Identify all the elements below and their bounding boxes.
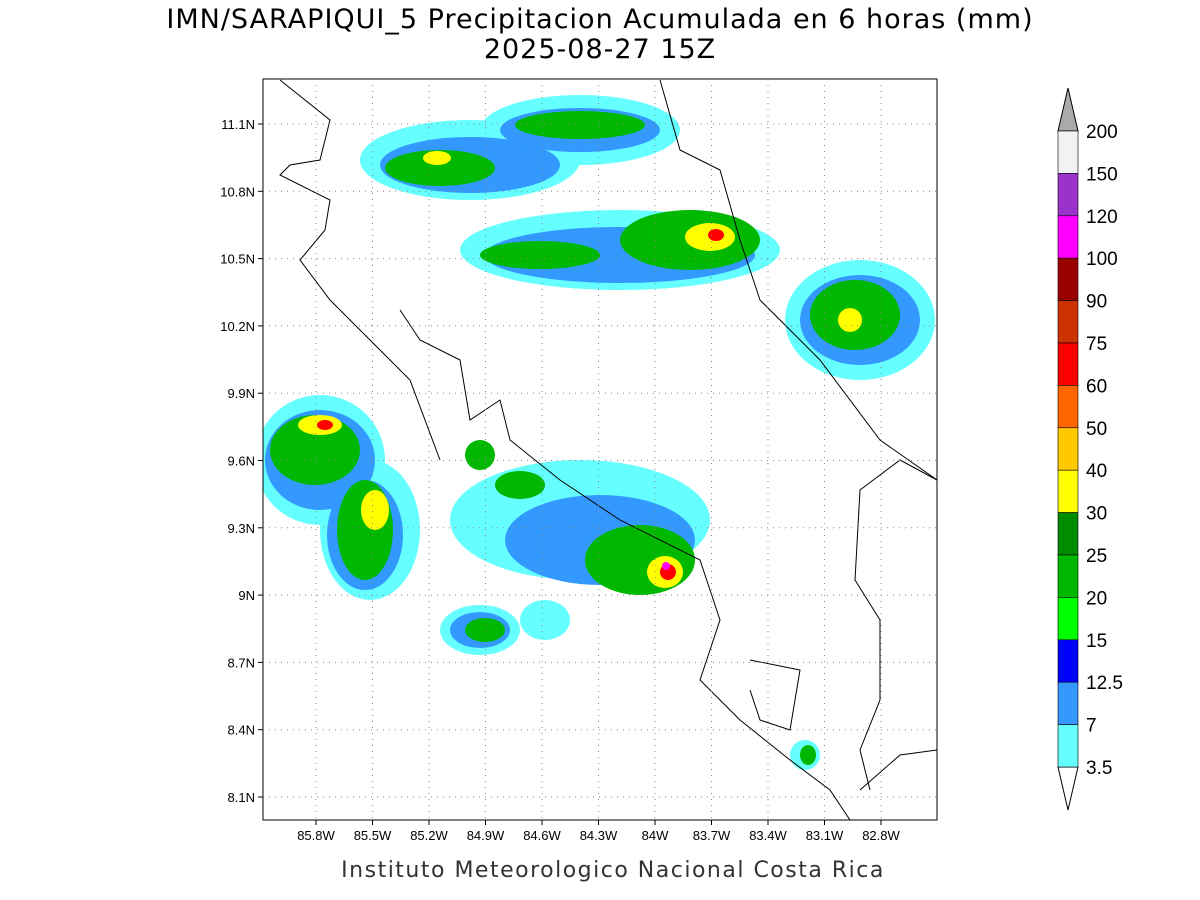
lon-label: 83.4W [749, 828, 787, 843]
colorbar-label: 200 [1086, 122, 1118, 143]
lon-label: 84W [642, 828, 669, 843]
colorbar-label: 30 [1086, 504, 1107, 525]
colorbar-label: 15 [1086, 631, 1107, 652]
lat-label: 8.7N [228, 655, 255, 670]
colorbar-box [1057, 554, 1079, 598]
colorbar-box [1057, 724, 1079, 768]
lat-label: 8.1N [228, 790, 255, 805]
colorbar-box [1057, 427, 1079, 471]
colorbar-label: 3.5 [1086, 758, 1112, 779]
lon-label: 85.2W [410, 828, 448, 843]
lat-label: 9N [238, 588, 255, 603]
title: IMN/SARAPIQUI_5 Precipitacion Acumulada … [166, 4, 1033, 35]
lon-label: 82.8W [862, 828, 900, 843]
colorbar-box [1057, 257, 1079, 301]
colorbar-box [1057, 300, 1079, 344]
colorbar-box [1057, 215, 1079, 259]
lon-label: 85.8W [297, 828, 335, 843]
colorbar-under [1057, 766, 1079, 811]
lat-label: 9.6N [228, 454, 255, 469]
lat-label: 10.2N [220, 319, 255, 334]
colorbar-label: 90 [1086, 292, 1107, 313]
lon-label: 84.9W [467, 828, 505, 843]
map-frame [262, 78, 938, 821]
colorbar-box [1057, 173, 1079, 217]
lat-label: 9.9N [228, 386, 255, 401]
colorbar-over [1057, 87, 1079, 132]
colorbar-label: 25 [1086, 546, 1107, 567]
colorbar-label: 12.5 [1086, 673, 1123, 694]
footer: Instituto Meteorologico Nacional Costa R… [341, 858, 885, 883]
colorbar-label: 75 [1086, 334, 1107, 355]
lat-label: 10.8N [220, 184, 255, 199]
lat-label: 10.5N [220, 252, 255, 267]
colorbar-box [1057, 130, 1079, 174]
lon-label: 83.1W [806, 828, 844, 843]
colorbar-label: 40 [1086, 461, 1107, 482]
lon-label: 85.5W [354, 828, 392, 843]
colorbar-box [1057, 597, 1079, 641]
colorbar-box [1057, 639, 1079, 683]
lon-label: 84.3W [580, 828, 618, 843]
colorbar-label: 60 [1086, 376, 1107, 397]
colorbar-box [1057, 385, 1079, 429]
colorbar-label: 7 [1086, 716, 1097, 737]
lon-label: 84.6W [523, 828, 561, 843]
lat-label: 11.1N [221, 117, 255, 132]
colorbar-box [1057, 469, 1079, 513]
colorbar-label: 150 [1086, 164, 1118, 185]
lon-label: 83.7W [693, 828, 731, 843]
colorbar-label: 20 [1086, 588, 1107, 609]
subtitle: 2025-08-27 15Z [484, 34, 716, 65]
colorbar-label: 50 [1086, 419, 1107, 440]
colorbar-label: 100 [1086, 249, 1118, 270]
colorbar-box [1057, 512, 1079, 556]
colorbar-box [1057, 342, 1079, 386]
lat-label: 9.3N [228, 521, 255, 536]
precipitation-field [263, 95, 935, 770]
coastlines [279, 79, 937, 820]
lat-label: 8.4N [228, 723, 255, 738]
colorbar-box [1057, 681, 1079, 725]
colorbar-label: 120 [1086, 207, 1118, 228]
